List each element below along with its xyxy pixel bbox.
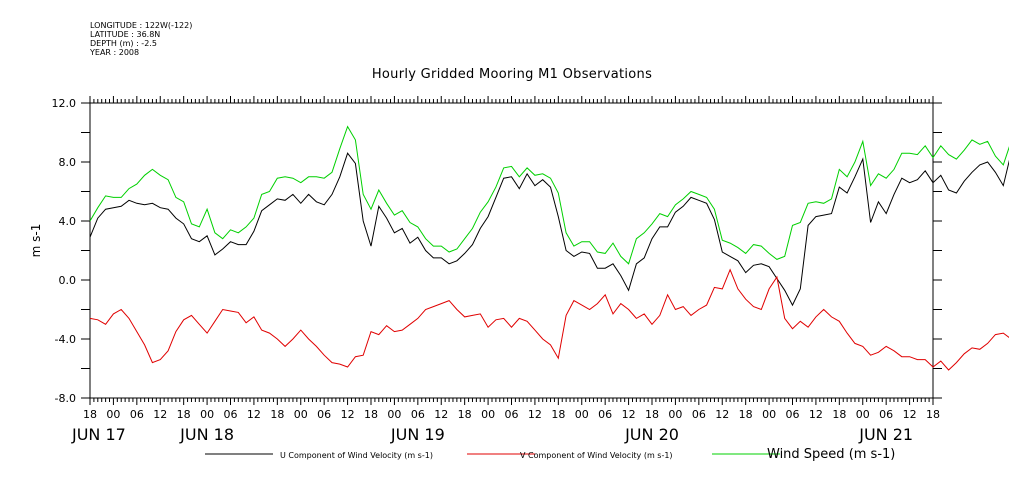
x-hour-label: 18 bbox=[645, 408, 659, 421]
x-hour-label: 00 bbox=[294, 408, 308, 421]
legend-label-0: U Component of Wind Velocity (m s-1) bbox=[280, 451, 433, 460]
y-axis-label: m s-1 bbox=[29, 224, 43, 258]
x-day-label: JUN 17 bbox=[71, 425, 126, 444]
x-hour-label: 12 bbox=[903, 408, 917, 421]
x-hour-label: 00 bbox=[481, 408, 495, 421]
x-hour-label: 18 bbox=[177, 408, 191, 421]
x-hour-label: 12 bbox=[622, 408, 636, 421]
x-hour-label: 18 bbox=[739, 408, 753, 421]
series-line-1 bbox=[89, 268, 1009, 371]
x-hour-label: 00 bbox=[106, 408, 120, 421]
x-hour-label: 18 bbox=[364, 408, 378, 421]
series-line-0 bbox=[89, 152, 1009, 307]
y-tick-label: 0.0 bbox=[59, 274, 77, 287]
x-hour-label: 12 bbox=[715, 408, 729, 421]
x-hour-label: 18 bbox=[270, 408, 284, 421]
x-hour-label: 00 bbox=[200, 408, 214, 421]
meta-depth: DEPTH (m) : -2.5 bbox=[90, 39, 157, 48]
x-hour-label: 12 bbox=[434, 408, 448, 421]
x-hour-label: 12 bbox=[341, 408, 355, 421]
x-hour-label: 06 bbox=[224, 408, 238, 421]
x-hour-label: 06 bbox=[505, 408, 519, 421]
meta-longitude: LONGITUDE : 122W(-122) bbox=[90, 21, 193, 30]
x-day-label: JUN 21 bbox=[858, 425, 913, 444]
x-hour-label: 06 bbox=[317, 408, 331, 421]
x-hour-label: 18 bbox=[926, 408, 940, 421]
y-tick-label: 4.0 bbox=[59, 215, 77, 228]
x-hour-label: 18 bbox=[458, 408, 472, 421]
y-tick-label: -4.0 bbox=[55, 333, 76, 346]
x-hour-label: 12 bbox=[153, 408, 167, 421]
x-hour-label: 00 bbox=[668, 408, 682, 421]
x-hour-label: 00 bbox=[856, 408, 870, 421]
x-hour-label: 18 bbox=[83, 408, 97, 421]
x-hour-label: 12 bbox=[528, 408, 542, 421]
x-hour-label: 00 bbox=[762, 408, 776, 421]
x-hour-label: 12 bbox=[247, 408, 261, 421]
x-hour-label: 00 bbox=[387, 408, 401, 421]
legend-label-1: V Component of Wind Velocity (m s-1) bbox=[520, 451, 673, 460]
x-day-label: JUN 20 bbox=[624, 425, 679, 444]
legend-label-2: Wind Speed (m s-1) bbox=[767, 447, 895, 462]
x-hour-label: 06 bbox=[598, 408, 612, 421]
x-hour-label: 06 bbox=[130, 408, 144, 421]
y-tick-label: 8.0 bbox=[59, 156, 77, 169]
x-hour-label: 06 bbox=[786, 408, 800, 421]
x-hour-label: 18 bbox=[832, 408, 846, 421]
x-hour-label: 06 bbox=[411, 408, 425, 421]
x-hour-label: 12 bbox=[809, 408, 823, 421]
meta-year: YEAR : 2008 bbox=[90, 48, 140, 57]
chart-title: Hourly Gridded Mooring M1 Observations bbox=[371, 67, 653, 82]
x-hour-label: 18 bbox=[551, 408, 565, 421]
x-hour-label: 00 bbox=[575, 408, 589, 421]
series-line-2 bbox=[89, 125, 1009, 265]
meta-latitude: LATITUDE : 36.8N bbox=[90, 30, 161, 39]
x-hour-label: 06 bbox=[879, 408, 893, 421]
x-day-label: JUN 18 bbox=[179, 425, 234, 444]
y-tick-label: 12.0 bbox=[52, 97, 77, 110]
x-day-label: JUN 19 bbox=[390, 425, 445, 444]
y-tick-label: -8.0 bbox=[55, 392, 76, 405]
plot-frame bbox=[89, 102, 934, 399]
metadata-block: LONGITUDE : 122W(-122) LATITUDE : 36.8N … bbox=[90, 21, 192, 57]
x-hour-label: 06 bbox=[692, 408, 706, 421]
